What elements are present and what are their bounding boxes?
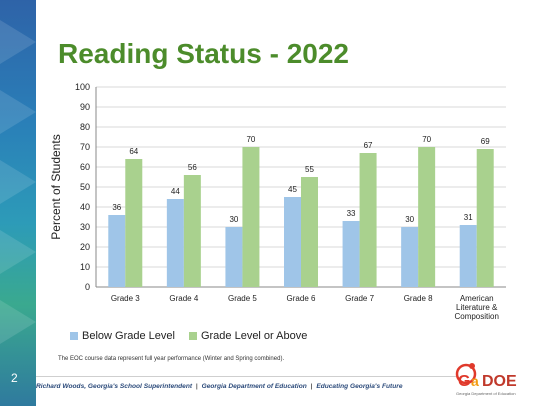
- footer-superintendent: Richard Woods, Georgia's School Superint…: [36, 383, 193, 390]
- y-tick-label: 90: [80, 102, 90, 112]
- chart-legend: Below Grade Level Grade Level or Above: [70, 330, 307, 342]
- decorative-sidebar: [0, 0, 36, 406]
- gadoe-logo: G a DOE Georgia Department of Education: [455, 363, 517, 396]
- data-label: 33: [347, 209, 356, 218]
- footer-bar: Richard Woods, Georgia's School Superint…: [36, 376, 456, 405]
- data-label: 44: [171, 187, 180, 196]
- x-tick-label: Grade 8: [404, 294, 433, 303]
- bar-above: [242, 147, 260, 287]
- legend-item-below: Below Grade Level: [70, 330, 175, 342]
- data-label: 55: [305, 165, 314, 174]
- data-label: 30: [229, 215, 238, 224]
- data-label: 70: [422, 135, 431, 144]
- legend-swatch-below: [70, 332, 78, 340]
- x-tick-label: American: [460, 294, 494, 303]
- svg-text:DOE: DOE: [482, 373, 517, 390]
- bar-below: [225, 227, 243, 287]
- y-tick-label: 50: [80, 182, 90, 192]
- y-tick-label: 70: [80, 142, 90, 152]
- x-tick-label: Grade 5: [228, 294, 257, 303]
- data-label: 56: [188, 163, 197, 172]
- y-axis-label: Percent of Students: [49, 134, 63, 239]
- data-label: 70: [246, 135, 255, 144]
- bar-chart: 0 10 20 30 40 50 60 70 80 90 100 Percent of Student…: [49, 82, 506, 321]
- bar-below: [108, 215, 126, 287]
- bar-above: [301, 177, 318, 287]
- y-tick-label: 60: [80, 162, 90, 172]
- sidebar-triangle: [0, 230, 36, 274]
- sidebar-triangle: [0, 90, 36, 134]
- bar-above: [359, 153, 377, 287]
- y-tick-label: 100: [75, 82, 90, 92]
- bar-above: [476, 149, 494, 287]
- bar-below: [284, 197, 301, 287]
- data-label: 67: [364, 141, 373, 150]
- bar-below: [459, 225, 477, 287]
- legend-label-above: Grade Level or Above: [200, 330, 308, 342]
- sidebar-triangle: [0, 20, 36, 64]
- svg-text:G: G: [458, 373, 470, 390]
- y-tick-label: 20: [80, 242, 90, 252]
- x-tick-label: Composition: [454, 312, 498, 321]
- x-tick-label: Grade 7: [345, 294, 374, 303]
- y-tick-label: 0: [85, 282, 90, 292]
- footer-separator: |: [310, 383, 313, 390]
- y-tick-label: 80: [80, 122, 90, 132]
- svg-text:a: a: [471, 373, 479, 389]
- bar-above: [183, 175, 201, 287]
- y-tick-label: 10: [80, 262, 90, 272]
- sidebar-triangle: [0, 160, 36, 204]
- data-label: 31: [464, 213, 473, 222]
- data-label: 36: [112, 203, 121, 212]
- x-tick-label: Grade 6: [287, 294, 316, 303]
- data-label: 30: [405, 215, 414, 224]
- svg-text:Georgia Department of Educatio: Georgia Department of Education: [456, 391, 516, 396]
- legend-item-above: Grade Level or Above: [188, 330, 308, 342]
- bar-below: [342, 221, 360, 287]
- data-label: 64: [129, 147, 138, 156]
- legend-label-below: Below Grade Level: [82, 330, 175, 342]
- bar-below: [401, 227, 419, 287]
- data-label: 69: [481, 137, 490, 146]
- data-label: 45: [288, 185, 297, 194]
- bar-above: [125, 159, 143, 287]
- footer-department: Georgia Department of Education: [201, 383, 307, 390]
- slide-number: 2: [11, 371, 18, 385]
- footer-motto: Educating Georgia's Future: [316, 383, 403, 390]
- x-tick-label: Literature &: [456, 303, 498, 312]
- sidebar-triangle: [0, 300, 36, 344]
- footnote: The EOC course data represent full year …: [58, 356, 285, 362]
- bar-above: [418, 147, 436, 287]
- footer-separator: |: [195, 383, 198, 390]
- legend-swatch-above: [188, 332, 197, 340]
- bar-below: [166, 199, 184, 287]
- x-tick-label: Grade 3: [111, 294, 140, 303]
- y-tick-label: 30: [80, 222, 90, 232]
- x-tick-label: Grade 4: [169, 294, 198, 303]
- y-tick-label: 40: [80, 202, 90, 212]
- slide-title: Reading Status - 2022: [58, 38, 349, 69]
